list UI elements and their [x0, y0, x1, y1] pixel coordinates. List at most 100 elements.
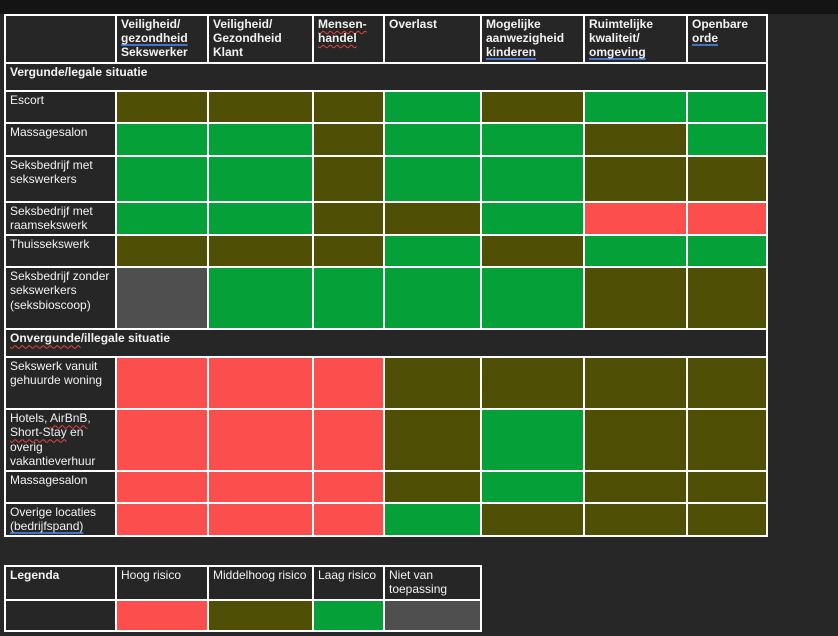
legend-empty-cell: [4, 598, 117, 632]
risk-cell: [312, 469, 385, 504]
section-title: Onvergunde/illegale situatie: [4, 328, 768, 359]
text-segment: Hotels,: [10, 411, 51, 426]
risk-cell: [312, 200, 385, 237]
section-title: Vergunde/legale situatie: [4, 62, 768, 92]
row-label: Thuissekswerk: [4, 234, 117, 269]
section-header-row: Vergunde/legale situatie: [4, 62, 768, 92]
risk-cell: [583, 122, 688, 157]
risk-cell: [686, 266, 768, 331]
risk-cell: [480, 155, 585, 203]
risk-cell: [686, 155, 768, 203]
risk-cell: [686, 200, 768, 237]
text-segment: orde: [692, 31, 719, 46]
matrix-row: Seksbedrijf met sekswerkers: [4, 155, 768, 203]
risk-cell: [583, 200, 688, 237]
matrix-row: Seksbedrijf met raamsekswerk: [4, 200, 768, 237]
risk-cell: [207, 469, 314, 504]
risk-cell: [312, 122, 385, 157]
risk-cell: [207, 155, 314, 203]
legend-table: Legenda Hoog risico Middelhoog risico La…: [4, 565, 482, 632]
risk-cell: [207, 408, 314, 472]
risk-cell: [312, 234, 385, 269]
text-segment: Overige locaties: [10, 504, 97, 519]
legend-label-hoog-risico: Hoog risico: [115, 565, 209, 601]
risk-cell: [207, 234, 314, 269]
risk-cell: [583, 155, 688, 203]
risk-cell: [115, 408, 209, 472]
risk-cell: [115, 266, 209, 331]
risk-cell: [686, 501, 768, 538]
matrix-row: Overige locaties (bedrijfspand): [4, 501, 768, 538]
legend-header-row: Legenda Hoog risico Middelhoog risico La…: [4, 565, 482, 601]
risk-cell: [207, 90, 314, 124]
risk-cell: [383, 356, 482, 411]
risk-cell: [207, 266, 314, 331]
risk-cell: [115, 501, 209, 538]
risk-cell: [686, 234, 768, 269]
risk-cell: [383, 501, 482, 538]
risk-cell: [312, 90, 385, 124]
risk-cell: [480, 408, 585, 472]
risk-cell: [383, 122, 482, 157]
risk-cell: [583, 266, 688, 331]
risk-cell: [583, 408, 688, 472]
legend-swatch-middelhoog-risico: [207, 598, 314, 632]
risk-cell: [115, 90, 209, 124]
text-segment: Sekswerker: [121, 45, 188, 60]
text-segment: Vergunde/legale situatie: [10, 65, 148, 79]
text-segment: Ruimtelijke: [589, 17, 654, 31]
text-segment: Thuissekswerk: [10, 237, 90, 252]
risk-cell: [115, 469, 209, 504]
row-label: Seksbedrijf met raamsekswerk: [4, 200, 117, 237]
legend-swatch-row: [4, 598, 482, 632]
risk-cell: [480, 501, 585, 538]
risk-cell: [312, 266, 385, 331]
text-segment: kinderen: [486, 45, 537, 60]
row-label: Overige locaties (bedrijfspand): [4, 501, 117, 538]
risk-cell: [207, 122, 314, 157]
row-label: Escort: [4, 90, 117, 124]
legend-label-niet-van-toepassing: Niet van toepassing: [383, 565, 482, 601]
text-segment: Klant: [213, 45, 243, 60]
text-segment: Seksbedrijf zonder sekswerkers (seksbios…: [10, 269, 110, 312]
legend-label-middelhoog-risico: Middelhoog risico: [207, 565, 314, 601]
risk-cell: [383, 200, 482, 237]
risk-cell: [583, 469, 688, 504]
legend-swatch-hoog-risico: [115, 598, 209, 632]
row-label: Seksbedrijf zonder sekswerkers (seksbios…: [4, 266, 117, 331]
text-segment: Seksbedrijf met raamsekswerk: [10, 204, 93, 233]
risk-cell: [312, 356, 385, 411]
text-segment: Seksbedrijf met sekswerkers: [10, 158, 93, 187]
risk-cell: [583, 90, 688, 124]
risk-cell: [686, 90, 768, 124]
text-segment: ,: [87, 411, 91, 426]
column-header: Mensen-handel: [312, 14, 385, 64]
text-segment: Veiligheid/: [121, 17, 181, 31]
matrix-row: Seksbedrijf zonder sekswerkers (seksbios…: [4, 266, 768, 331]
column-header: Ruimtelijke kwaliteit/omgeving: [583, 14, 688, 64]
risk-cell: [480, 356, 585, 411]
text-segment: Massagesalon: [10, 472, 88, 487]
text-segment: handel: [318, 31, 357, 46]
risk-cell: [207, 200, 314, 237]
row-label: Sekswerk vanuit gehuurde woning: [4, 356, 117, 411]
risk-cell: [480, 469, 585, 504]
matrix-row: Thuissekswerk: [4, 234, 768, 269]
risk-cell: [480, 234, 585, 269]
risk-cell: [686, 122, 768, 157]
matrix-header-row: Veiligheid/gezondheid Sekswerker Veilighei…: [4, 14, 768, 64]
risk-cell: [480, 90, 585, 124]
risk-cell: [207, 501, 314, 538]
text-segment: /illegale situatie: [80, 331, 171, 346]
risk-cell: [480, 122, 585, 157]
risk-cell: [207, 356, 314, 411]
risk-cell: [383, 155, 482, 203]
matrix-corner-cell: [4, 14, 117, 64]
section-header-row: Onvergunde/illegale situatie: [4, 328, 768, 359]
row-label: Seksbedrijf met sekswerkers: [4, 155, 117, 203]
risk-cell: [686, 356, 768, 411]
legend-swatch-niet-van-toepassing: [383, 598, 482, 632]
text-segment: Veiligheid/: [213, 17, 273, 31]
risk-cell: [583, 234, 688, 269]
